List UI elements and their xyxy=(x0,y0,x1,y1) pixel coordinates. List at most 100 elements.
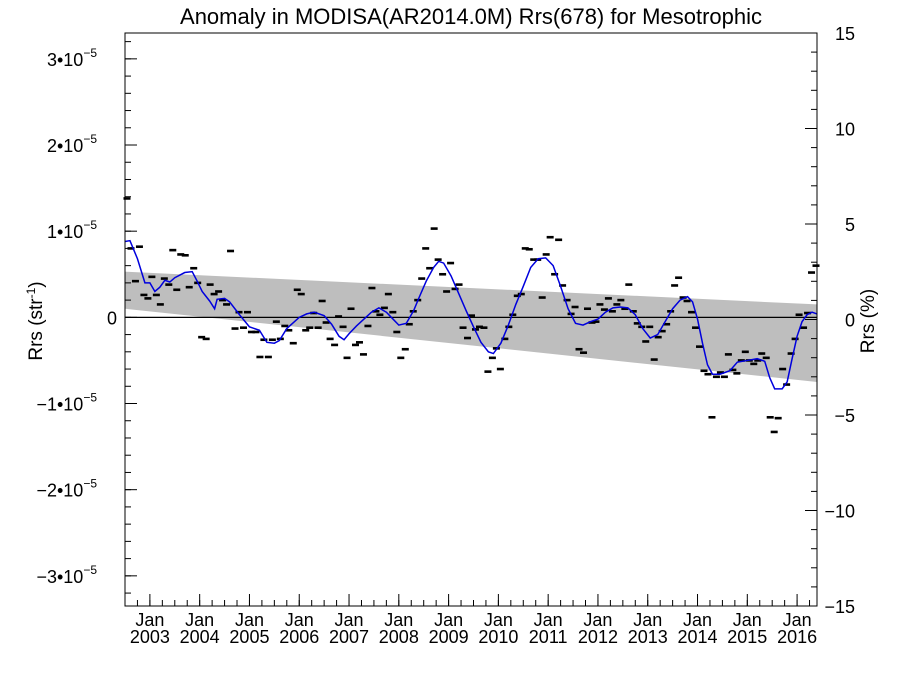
data-point xyxy=(779,367,787,371)
left-tick-label: 3•10−5 xyxy=(47,46,97,70)
data-point xyxy=(708,415,716,419)
data-point xyxy=(808,271,816,274)
data-point xyxy=(654,335,662,339)
right-tick-label: −15 xyxy=(824,597,855,617)
data-point xyxy=(326,337,334,341)
data-point xyxy=(131,279,139,283)
data-point xyxy=(770,430,778,434)
data-point xyxy=(181,254,189,257)
data-point xyxy=(625,283,633,286)
data-point xyxy=(580,351,588,354)
data-point xyxy=(418,277,426,280)
data-point xyxy=(376,313,384,317)
data-point xyxy=(123,197,131,200)
x-tick-year: 2010 xyxy=(478,627,518,647)
right-tick-label: −10 xyxy=(824,502,855,522)
data-point xyxy=(272,320,280,323)
data-point xyxy=(459,326,467,329)
x-tick-month: Jan xyxy=(683,610,712,630)
x-tick-month: Jan xyxy=(335,610,364,630)
data-point xyxy=(795,313,803,317)
data-point xyxy=(663,322,671,326)
left-axis: −3•10−5 −2•10−5 −1•10−5 0 1•10−5 2•10−5 3•10−5 xyxy=(36,41,137,594)
data-point xyxy=(347,307,355,311)
data-point xyxy=(754,359,762,362)
x-tick-year: 2003 xyxy=(130,627,170,647)
data-point xyxy=(343,356,351,360)
data-point xyxy=(658,329,666,333)
data-point xyxy=(716,371,724,374)
data-point xyxy=(293,288,301,292)
x-tick-month: Jan xyxy=(235,610,264,630)
data-point xyxy=(559,284,567,287)
data-point xyxy=(177,253,185,256)
data-point xyxy=(401,347,409,351)
left-tick-label: 0 xyxy=(107,308,117,328)
data-point xyxy=(646,325,654,329)
data-point xyxy=(135,245,143,248)
x-tick-year: 2005 xyxy=(229,627,269,647)
data-point xyxy=(247,330,255,334)
data-point xyxy=(198,335,206,339)
data-point xyxy=(339,325,347,329)
uncertainty-band xyxy=(125,271,817,382)
data-point xyxy=(302,328,310,332)
data-point xyxy=(551,272,559,276)
data-point xyxy=(364,324,372,328)
data-point xyxy=(190,266,198,270)
data-point xyxy=(812,264,820,267)
data-point xyxy=(384,292,392,296)
data-point xyxy=(692,326,700,329)
data-point xyxy=(583,307,591,311)
data-point xyxy=(613,303,621,306)
data-point xyxy=(671,284,679,287)
data-point xyxy=(787,352,795,355)
x-tick-month: Jan xyxy=(583,610,612,630)
data-point xyxy=(264,355,272,359)
data-point xyxy=(650,358,658,361)
data-point xyxy=(464,336,472,340)
data-point xyxy=(546,235,554,239)
data-point xyxy=(355,341,363,344)
data-point xyxy=(733,372,741,375)
data-point xyxy=(496,367,504,371)
data-point xyxy=(737,359,745,362)
data-point xyxy=(372,310,380,313)
data-point xyxy=(700,369,708,373)
data-point xyxy=(322,321,330,324)
y-axis-label-left: Rrs (str-1) xyxy=(24,281,47,360)
data-point xyxy=(314,326,322,329)
data-point xyxy=(683,299,691,303)
data-point xyxy=(455,283,463,286)
data-point xyxy=(227,249,235,253)
x-tick-month: Jan xyxy=(733,610,762,630)
data-point xyxy=(596,303,604,306)
data-point xyxy=(475,325,483,329)
x-tick-month: Jan xyxy=(135,610,164,630)
data-point xyxy=(741,350,749,354)
data-point xyxy=(434,258,442,261)
x-tick-month: Jan xyxy=(484,610,513,630)
right-tick-label: −5 xyxy=(834,406,855,426)
data-point xyxy=(608,310,616,313)
right-tick-label: 15 xyxy=(835,24,855,44)
data-point xyxy=(260,338,268,342)
right-axis: −15 −10 −5 0 5 10 15 xyxy=(805,24,855,617)
data-point xyxy=(352,343,360,347)
x-tick-year: 2004 xyxy=(180,627,220,647)
right-tick-label: 0 xyxy=(845,311,855,331)
data-point xyxy=(335,315,343,318)
data-point xyxy=(219,298,227,302)
data-point xyxy=(633,322,641,325)
data-point xyxy=(256,355,264,359)
data-point xyxy=(140,293,148,297)
chart-title: Anomaly in MODISA(AR2014.0M) Rrs(678) fo… xyxy=(180,4,762,29)
data-point xyxy=(766,415,774,419)
data-point xyxy=(675,276,683,280)
data-point xyxy=(185,285,193,289)
data-point xyxy=(331,343,339,347)
right-tick-label: 10 xyxy=(835,120,855,140)
data-point xyxy=(521,247,529,250)
smooth-curve xyxy=(124,239,818,390)
